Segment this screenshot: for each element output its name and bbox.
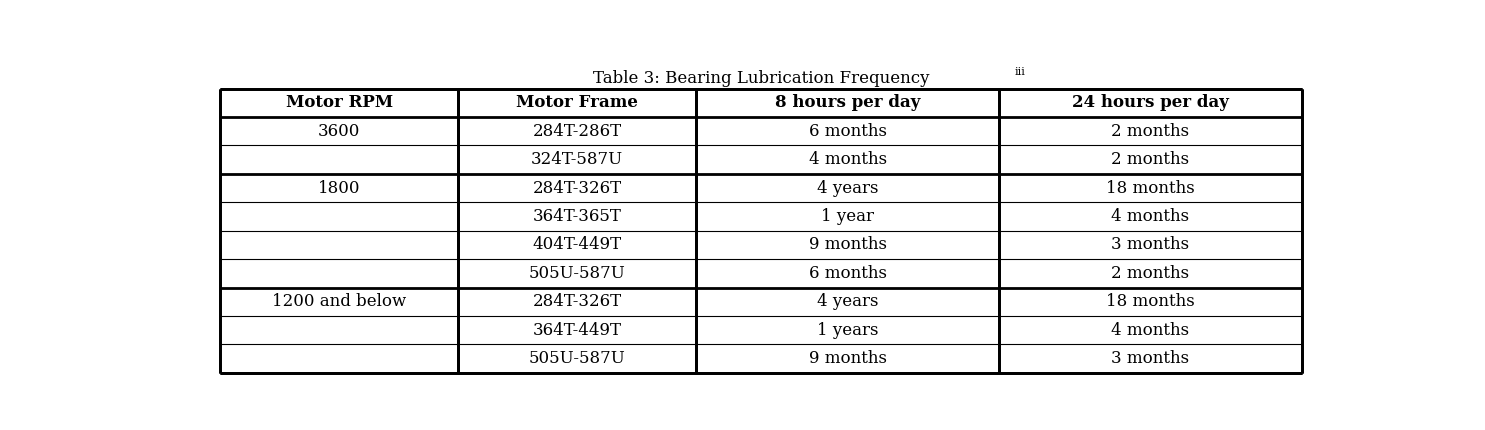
Text: 9 months: 9 months [809,350,887,367]
Text: 4 months: 4 months [1111,322,1189,339]
Text: 404T-449T: 404T-449T [533,237,622,253]
Text: 1200 and below: 1200 and below [272,293,407,310]
Text: 284T-326T: 284T-326T [533,293,622,310]
Text: 8 hours per day: 8 hours per day [775,95,921,111]
Text: 4 months: 4 months [1111,208,1189,225]
Text: 1800: 1800 [318,180,361,197]
Text: Motor Frame: Motor Frame [517,95,639,111]
Text: 505U-587U: 505U-587U [529,265,625,282]
Text: 324T-587U: 324T-587U [532,151,624,168]
Text: 6 months: 6 months [809,265,887,282]
Text: 18 months: 18 months [1106,180,1195,197]
Text: 2 months: 2 months [1111,151,1189,168]
Text: 1 year: 1 year [821,208,875,225]
Text: 4 years: 4 years [817,180,878,197]
Text: 24 hours per day: 24 hours per day [1072,95,1230,111]
Text: 1 years: 1 years [817,322,878,339]
Text: 3600: 3600 [318,123,361,140]
Text: 364T-449T: 364T-449T [533,322,622,339]
Text: iii: iii [1014,67,1026,77]
Text: 9 months: 9 months [809,237,887,253]
Text: 2 months: 2 months [1111,123,1189,140]
Text: Table 3: Bearing Lubrication Frequency: Table 3: Bearing Lubrication Frequency [593,70,930,87]
Text: 364T-365T: 364T-365T [533,208,622,225]
Text: 2 months: 2 months [1111,265,1189,282]
Text: Motor RPM: Motor RPM [285,95,392,111]
Text: 284T-326T: 284T-326T [533,180,622,197]
Text: 6 months: 6 months [809,123,887,140]
Text: 4 years: 4 years [817,293,878,310]
Text: 3 months: 3 months [1111,237,1189,253]
Text: 505U-587U: 505U-587U [529,350,625,367]
Text: 3 months: 3 months [1111,350,1189,367]
Text: 18 months: 18 months [1106,293,1195,310]
Text: 4 months: 4 months [808,151,887,168]
Text: 284T-286T: 284T-286T [533,123,622,140]
